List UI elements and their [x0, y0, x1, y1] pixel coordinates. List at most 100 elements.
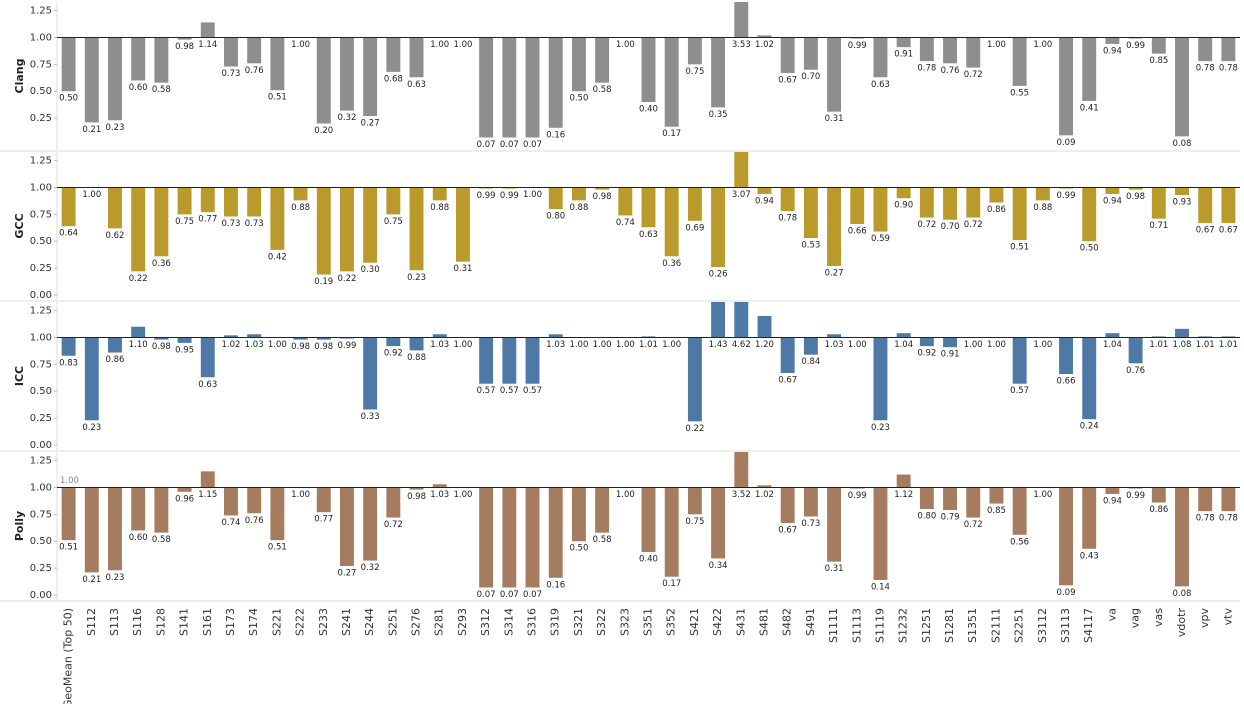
x-tick-label: S352 [665, 608, 678, 636]
x-tick-label: S112 [85, 608, 98, 636]
value-label: 1.00 [569, 340, 588, 350]
bar [1198, 336, 1213, 338]
bar [1151, 336, 1166, 338]
bar [177, 187, 192, 215]
bar [1128, 487, 1143, 489]
value-label: 0.40 [639, 554, 658, 564]
value-label: 0.86 [106, 355, 125, 365]
bar [154, 337, 169, 340]
x-tick-label: S4117 [1082, 608, 1095, 643]
value-label: 0.78 [1196, 64, 1215, 74]
bar [571, 487, 586, 542]
bar [432, 334, 447, 338]
value-label: 0.74 [616, 218, 635, 228]
value-label: 0.72 [964, 70, 983, 80]
bar [131, 37, 146, 81]
y-tick-label: 0.00 [30, 590, 52, 601]
bar [734, 302, 749, 338]
value-label: 0.75 [384, 217, 403, 227]
value-label: 0.23 [82, 423, 101, 433]
value-label: 1.20 [755, 340, 774, 350]
bar [479, 37, 494, 138]
value-label: 0.70 [941, 222, 960, 232]
bar [711, 302, 726, 338]
value-label: 0.50 [569, 94, 588, 104]
bar [1128, 337, 1143, 364]
bar [224, 335, 238, 338]
bar [84, 337, 99, 421]
bar [409, 337, 424, 351]
value-label: 0.16 [546, 580, 565, 590]
value-label: 0.88 [430, 203, 449, 213]
x-tick-label: S1281 [943, 608, 956, 643]
value-label: 1.00 [82, 190, 101, 200]
bar [1175, 187, 1189, 196]
value-label: 0.85 [1149, 56, 1168, 66]
bar [1082, 187, 1097, 242]
value-label: 0.78 [1196, 514, 1215, 524]
bar [1105, 187, 1120, 194]
bar [84, 487, 99, 573]
value-label: 1.00 [453, 40, 472, 50]
bar [943, 337, 958, 348]
value-label: 0.58 [593, 535, 612, 545]
value-label: 0.34 [709, 561, 728, 571]
bar [61, 337, 76, 356]
x-tick-label: S3112 [1036, 608, 1049, 643]
value-label: 1.03 [430, 490, 449, 500]
value-label: 0.98 [407, 492, 426, 502]
x-tick-label: S251 [386, 608, 399, 636]
bar [386, 487, 401, 518]
value-label: 0.66 [1057, 377, 1076, 387]
value-label: 1.00 [453, 490, 472, 500]
value-label: 0.68 [384, 74, 403, 84]
y-tick-label: 0.25 [30, 113, 52, 124]
value-label: 0.80 [917, 511, 936, 521]
value-label: 1.00 [662, 340, 681, 350]
value-label: 0.07 [523, 140, 542, 150]
value-label: 0.33 [361, 412, 380, 422]
bar [177, 37, 192, 40]
x-tick-label: vtv [1221, 608, 1234, 626]
bar [409, 187, 424, 271]
x-tick-label: S244 [363, 608, 376, 636]
value-label: 1.01 [1219, 340, 1238, 350]
value-label: 0.56 [1010, 537, 1029, 547]
value-label: 0.35 [709, 110, 728, 120]
bar [711, 487, 726, 559]
value-label: 0.50 [569, 544, 588, 554]
value-label: 0.96 [175, 494, 194, 504]
bar [548, 187, 563, 209]
value-label: 0.22 [685, 424, 704, 434]
value-label: 0.51 [268, 93, 287, 103]
bar [1035, 187, 1050, 201]
bar [1151, 187, 1166, 219]
value-label: 0.84 [801, 357, 820, 367]
bar [432, 187, 447, 201]
bar [1059, 187, 1073, 189]
value-label: 0.98 [593, 192, 612, 202]
bar [386, 37, 401, 72]
bar [595, 487, 610, 533]
bar [339, 187, 354, 272]
value-label: 0.92 [384, 349, 403, 359]
bar [757, 485, 772, 488]
value-label: 0.76 [245, 66, 264, 76]
y-tick-label: 0.75 [30, 509, 52, 520]
bar [873, 187, 888, 232]
y-tick-label: 1.00 [30, 332, 52, 343]
value-label: 0.58 [152, 85, 171, 95]
bar [1082, 337, 1097, 420]
value-label: 0.73 [222, 219, 241, 229]
value-label: 3.07 [732, 190, 751, 200]
bar [177, 487, 192, 492]
bar [154, 187, 169, 257]
x-tick-label: S322 [595, 608, 608, 636]
bar [1198, 37, 1213, 62]
y-tick-label: 0.75 [30, 59, 52, 70]
x-tick-label: S1119 [873, 608, 886, 643]
value-label: 0.26 [709, 270, 728, 280]
value-label: 0.21 [82, 575, 101, 585]
value-label: 1.00 [964, 340, 983, 350]
bar [734, 452, 749, 488]
